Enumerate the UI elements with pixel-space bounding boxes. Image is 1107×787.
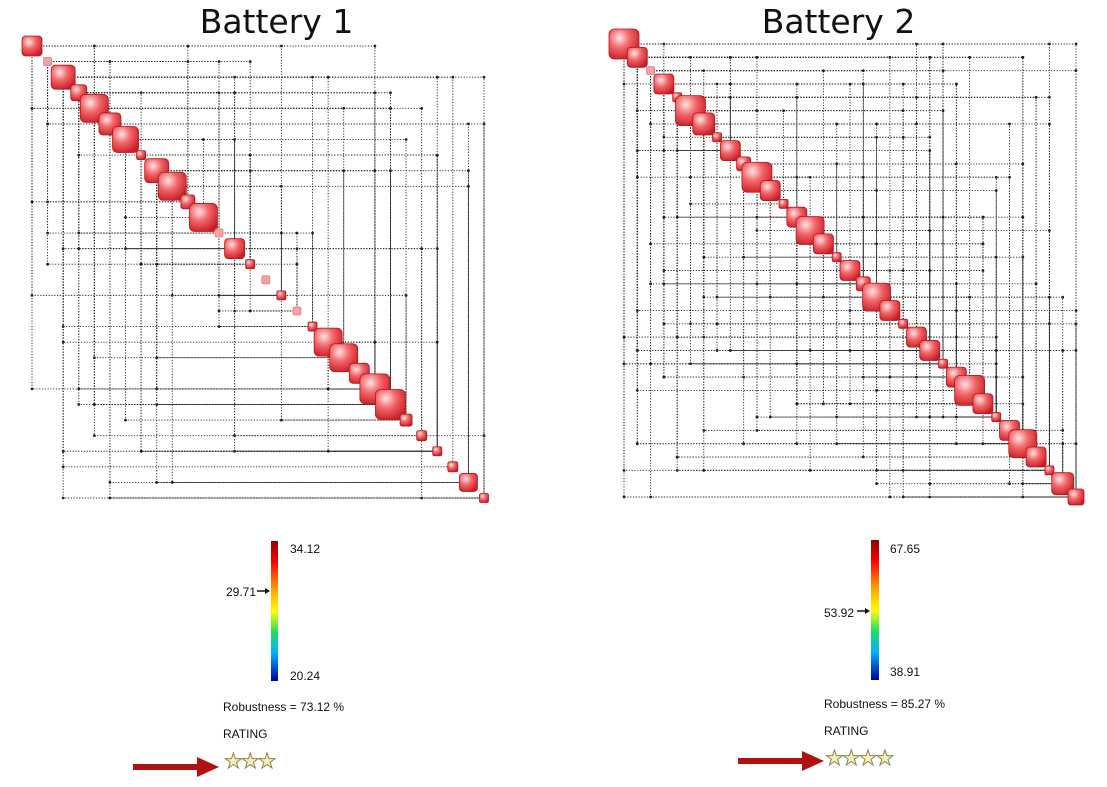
dependency-lines — [30, 44, 486, 500]
component-node — [879, 300, 901, 321]
component-node — [21, 35, 43, 57]
component-node — [1044, 465, 1055, 476]
battery-1-title: Battery 1 — [199, 2, 354, 41]
battery-2-title: Battery 2 — [761, 2, 916, 41]
component-node — [245, 259, 256, 270]
component-node — [112, 126, 139, 153]
component-node — [375, 389, 406, 420]
component-node — [653, 73, 675, 95]
battery-1-dependency-map — [21, 35, 489, 503]
battery-1-pointer-arrow-icon — [133, 757, 219, 777]
component-node — [692, 112, 716, 136]
battery-1-rating-label: RATING — [223, 727, 268, 741]
component-node — [416, 430, 428, 442]
component-node — [307, 321, 318, 332]
component-node — [43, 57, 52, 66]
component-node — [432, 446, 443, 457]
component-node — [1051, 472, 1075, 496]
battery-2-colorbar-marker: 53.92 — [824, 606, 855, 620]
battery-2-pointer-arrow-icon — [738, 751, 824, 771]
component-node — [759, 180, 781, 201]
battery-1-robustness: Robustness = 73.12 % — [223, 700, 345, 714]
battery-1-colorbar-min: 20.24 — [290, 669, 321, 683]
component-node — [136, 150, 147, 161]
battery-1-colorbar-marker: 29.71 — [226, 585, 257, 599]
component-node — [189, 203, 218, 232]
component-node — [972, 393, 994, 415]
battery-2-colorbar — [871, 540, 879, 680]
battery-2-colorbar-min: 38.91 — [890, 665, 921, 679]
component-node — [719, 140, 741, 161]
component-node — [646, 66, 655, 76]
component-node — [224, 238, 246, 260]
battery-1-marker-arrow-icon — [257, 588, 270, 594]
battery-2-robustness: Robustness = 85.27 % — [824, 697, 946, 711]
battery-2-rating-stars: ★★★★ — [824, 747, 894, 770]
component-node — [157, 171, 187, 201]
battery-1-panel: Battery 1 34.12 20.24 29.71 Robustness =… — [0, 0, 553, 787]
battery-2-dependency-map — [608, 28, 1085, 506]
component-node — [479, 493, 489, 503]
component-node — [447, 461, 459, 473]
component-node — [626, 46, 648, 68]
component-node — [831, 252, 842, 263]
battery-2-rating-label: RATING — [824, 724, 869, 738]
component-node — [919, 340, 941, 361]
component-node — [50, 64, 76, 90]
component-node — [898, 318, 909, 329]
battery-2-colorbar-max: 67.65 — [890, 542, 921, 556]
component-node — [399, 413, 413, 427]
component-node — [712, 132, 722, 143]
battery-1-colorbar-max: 34.12 — [290, 542, 321, 556]
component-node — [292, 306, 302, 316]
battery-1-rating-stars: ★★★ — [223, 750, 277, 773]
component-node — [778, 198, 789, 209]
component-node — [1067, 488, 1085, 506]
component-node — [214, 228, 224, 238]
battery-2-panel: Battery 2 67.65 38.91 53.92 Robustness =… — [554, 0, 1107, 787]
component-node — [261, 275, 271, 285]
battery-2-marker-arrow-icon — [857, 608, 870, 614]
component-node — [1025, 446, 1047, 468]
component-node — [839, 260, 861, 281]
component-node — [938, 358, 948, 369]
component-node — [276, 290, 287, 301]
battery-1-colorbar — [271, 541, 278, 681]
component-node — [991, 412, 1002, 422]
component-node — [459, 473, 478, 492]
dependency-lines — [622, 42, 1078, 499]
component-node — [813, 233, 834, 255]
